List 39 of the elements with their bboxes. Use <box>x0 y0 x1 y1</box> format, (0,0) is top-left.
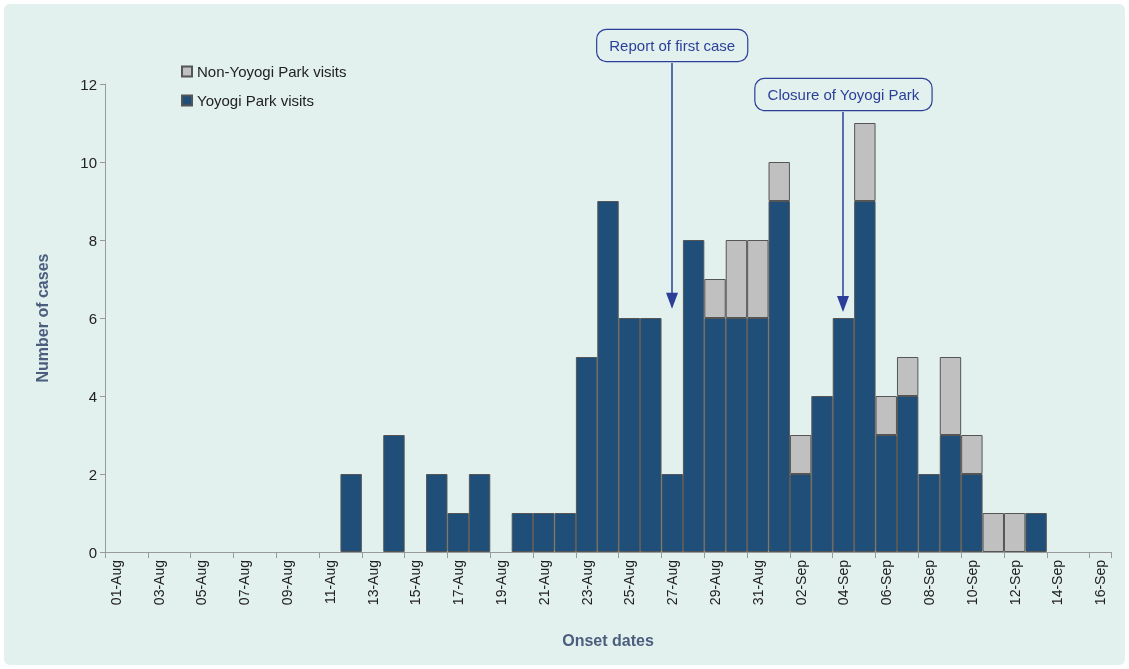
x-tick-label: 15-Aug <box>407 560 424 606</box>
x-tick-label: 31-Aug <box>749 560 766 606</box>
x-tick-label: 04-Sep <box>835 559 852 606</box>
x-tick-label: 19-Aug <box>492 560 509 606</box>
bar <box>340 474 362 552</box>
y-tick-label: 12 <box>80 75 97 93</box>
x-tick-label: 05-Aug <box>193 560 210 606</box>
x-tick-label: 13-Aug <box>364 560 381 606</box>
y-tick-label: 10 <box>80 153 97 171</box>
x-tick-label: 27-Aug <box>664 560 681 606</box>
x-tick-label: 25-Aug <box>621 560 638 606</box>
x-tick-label: 02-Sep <box>792 559 809 606</box>
bar <box>383 435 405 552</box>
y-tick-label: 4 <box>88 387 97 405</box>
y-tick-label: 2 <box>88 465 97 483</box>
x-tick-label: 09-Aug <box>278 560 295 606</box>
x-tick-label: 06-Sep <box>878 559 895 606</box>
legend-label: Yoyogi Park visits <box>197 92 314 109</box>
x-tick-label: 16-Sep <box>1092 559 1109 606</box>
x-axis-title: Onset dates <box>562 631 654 649</box>
x-tick-label: 01-Aug <box>107 560 124 606</box>
x-tick-label: 11-Aug <box>321 560 338 605</box>
y-axis-title: Number of cases <box>33 253 51 383</box>
x-tick-label: 10-Sep <box>963 559 980 606</box>
x-tick-label: 07-Aug <box>236 560 253 606</box>
y-tick-label: 0 <box>88 543 97 561</box>
x-tick-label: 12-Sep <box>1006 559 1023 606</box>
annotation: Closure of Yoyogi Park <box>767 86 920 103</box>
x-tick-label: 08-Sep <box>921 559 938 606</box>
x-tick-label: 14-Sep <box>1049 559 1066 606</box>
x-tick-label: 29-Aug <box>707 560 724 606</box>
x-tick-label: 21-Aug <box>535 560 552 606</box>
annotation: Report of first case <box>609 37 736 54</box>
x-tick-label: 03-Aug <box>150 560 167 606</box>
x-tick-label: 17-Aug <box>450 560 467 606</box>
legend-label: Non-Yoyogi Park visits <box>197 63 347 80</box>
y-tick-label: 8 <box>88 231 97 249</box>
y-tick-label: 6 <box>88 309 97 327</box>
x-tick-label: 23-Aug <box>578 560 595 606</box>
